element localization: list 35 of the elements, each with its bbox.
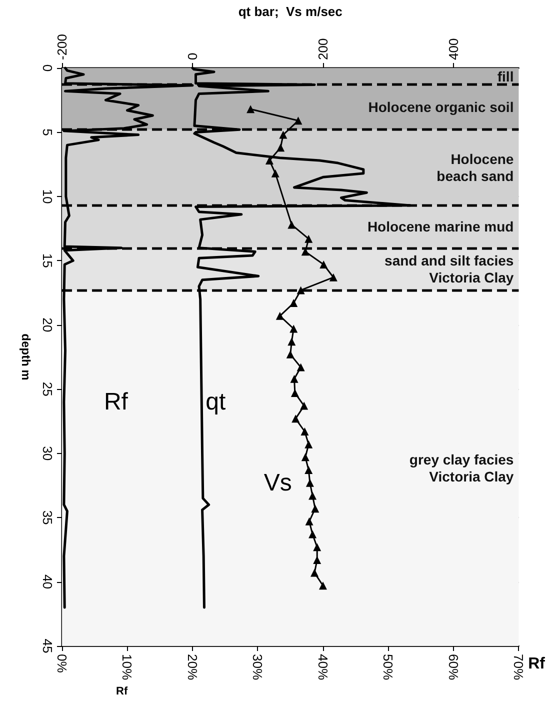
x2-axis-title: qt bar; Vs m/sec [238, 4, 342, 19]
x2-tick-label: 400 [446, 38, 461, 60]
y-tick-label: 0 [40, 64, 55, 72]
y-tick-label: 20 [40, 318, 55, 332]
y-tick-label: 15 [40, 253, 55, 268]
band-label: Holocene beach sand [436, 151, 514, 184]
series-label: Vs [264, 469, 292, 496]
x-tick-label: 0% [54, 654, 70, 674]
band-label: grey clay facies Victoria Clay [409, 452, 514, 485]
y-axis-title: depth m [19, 334, 33, 380]
x2-tick-label: 0 [184, 52, 200, 60]
band-label: sand and silt facies Victoria Clay [384, 252, 514, 286]
x-tick-label: 40% [315, 654, 330, 680]
y-tick-label: 10 [40, 189, 55, 204]
y-tick-label: 5 [40, 128, 55, 136]
x-tick-label: 60% [446, 654, 461, 680]
x-tick-label: 30% [250, 654, 266, 680]
x-tick-label: 50% [380, 654, 396, 680]
x-tick-label: 70% [511, 654, 526, 680]
x-tick-label: 20% [184, 654, 200, 680]
y-tick-label: 25 [40, 382, 55, 396]
x2-tick-label: 200 [315, 38, 330, 60]
band-label: fill [497, 68, 514, 84]
series-label: qt [206, 388, 226, 416]
x-axis-title: Rf [528, 656, 546, 672]
y-tick-label: 35 [40, 510, 55, 525]
text: Rf [116, 686, 128, 698]
band-label: Holocene organic soil [368, 99, 514, 116]
y-tick-label: 45 [40, 638, 55, 654]
y-tick-label: 40 [40, 574, 55, 590]
y-tick-label: 30 [40, 446, 55, 461]
band-label: Holocene marine mud [367, 218, 514, 235]
x-tick-label: 10% [120, 654, 135, 680]
x2-tick-label: -200 [54, 34, 70, 60]
series-label: Rf [104, 388, 128, 416]
